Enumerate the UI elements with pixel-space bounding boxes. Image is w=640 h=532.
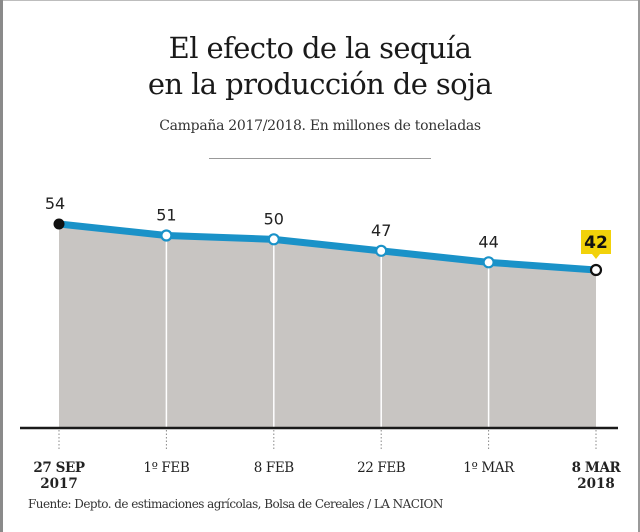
frame-right-border [638,0,640,532]
source-note: Fuente: Depto. de estimaciones agrícolas… [28,497,443,511]
title-divider [209,158,431,159]
data-point [589,263,603,277]
data-label: 50 [264,209,284,228]
data-point [482,256,495,269]
highlight-label-box [581,230,611,259]
x-tick-label: 1º FEB [143,460,189,476]
chart-title-line2: en la producción de soja [147,67,493,101]
x-tick-label: 22 FEB [357,460,406,476]
area-fill [59,224,596,428]
frame-left-border [0,0,3,532]
data-label: 47 [371,221,391,240]
x-tick-label-year: 2017 [40,476,78,492]
x-tick-label-year: 2018 [577,476,615,492]
chart-subtitle: Campaña 2017/2018. En millones de tonela… [159,118,481,134]
series-line [55,220,600,274]
data-label: 44 [478,232,498,251]
x-tick-label: 8 MAR [572,460,622,476]
x-tick-label: 8 FEB [254,460,295,476]
chart-title: El efecto de la sequía en la producción … [0,30,640,102]
data-label: 42 [584,233,608,253]
data-label: 54 [45,194,65,213]
data-point [53,218,65,230]
data-label: 51 [156,206,176,225]
x-tick-label: 27 SEP [33,460,85,476]
frame-top-border [0,0,640,1]
data-point [160,229,173,242]
x-tick-label: 1º MAR [463,460,515,476]
data-point [375,244,388,257]
chart-title-line1: El efecto de la sequía [168,31,472,65]
data-point [267,233,280,246]
